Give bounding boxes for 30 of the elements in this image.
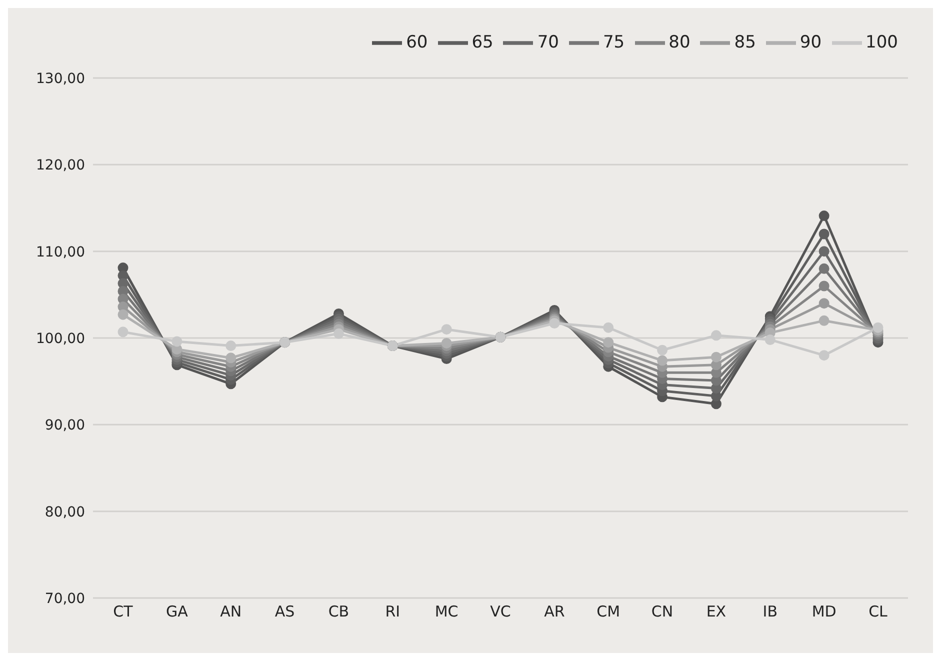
- y-tick-label: 100,00: [36, 330, 85, 347]
- x-tick-label: RI: [385, 602, 400, 621]
- x-tick-label: VC: [490, 602, 511, 621]
- legend-label: 65: [472, 32, 494, 53]
- y-tick-label: 70,00: [44, 590, 85, 607]
- y-tick-label: 90,00: [44, 418, 85, 434]
- x-tick-label: IB: [762, 602, 778, 621]
- y-tick-label: 120,00: [36, 158, 85, 174]
- legend-label: 75: [602, 32, 625, 53]
- x-tick-label: CM: [596, 602, 620, 621]
- x-tick-label: CT: [113, 602, 134, 621]
- legend-label: 70: [537, 32, 559, 53]
- legend-label: 90: [800, 32, 822, 53]
- y-tick-label: 110,00: [36, 244, 85, 260]
- x-tick-label: GA: [166, 602, 189, 621]
- legend-label: 80: [668, 32, 690, 53]
- x-tick-label: AS: [274, 602, 295, 621]
- x-tick-label: AN: [220, 602, 242, 621]
- legend-label: 100: [866, 32, 898, 53]
- legend-label: 85: [734, 32, 756, 53]
- x-tick-label: CB: [328, 602, 350, 621]
- legend-label: 60: [406, 32, 428, 53]
- y-tick-label: 80,00: [44, 504, 85, 520]
- x-tick-label: CN: [651, 602, 674, 621]
- x-tick-label: EX: [706, 602, 726, 621]
- x-tick-label: CL: [868, 602, 888, 621]
- y-tick-label: 130,00: [36, 70, 85, 87]
- x-tick-label: MC: [434, 602, 458, 621]
- x-tick-label: AR: [544, 602, 565, 621]
- x-tick-label: MD: [812, 602, 836, 621]
